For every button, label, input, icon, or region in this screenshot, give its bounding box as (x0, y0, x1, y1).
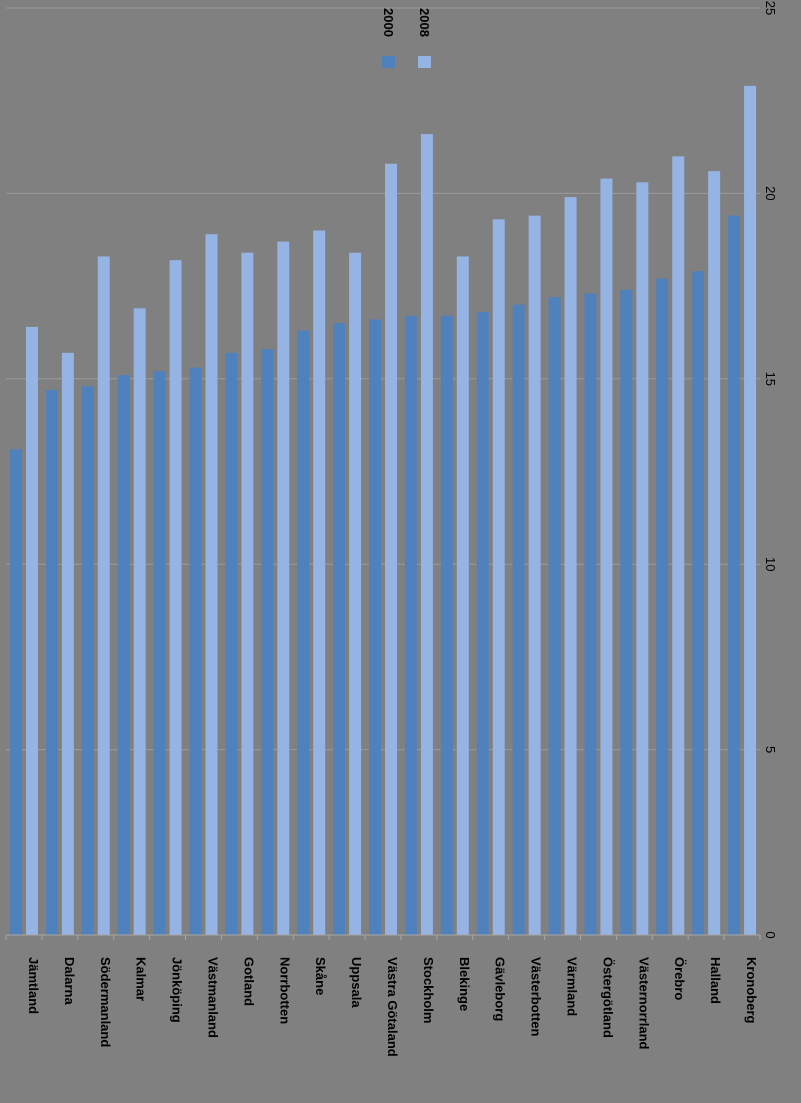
bar-2008 (313, 230, 326, 936)
category-axis (5, 934, 761, 940)
category-label: Stockholm (421, 957, 436, 1023)
bar-2000 (404, 315, 417, 935)
bar-2000 (225, 352, 238, 935)
bar-2000 (692, 271, 705, 935)
bar-2008 (456, 256, 469, 935)
bar-2000 (728, 215, 741, 935)
category-label: Västerbotten (529, 957, 544, 1037)
category-label: Västra Götaland (385, 957, 400, 1057)
legend: 2000 2008 (381, 8, 432, 68)
category-label: Örebro (672, 957, 687, 1000)
category-label: Kronoberg (744, 957, 759, 1024)
bar-2008 (708, 171, 721, 936)
category-label: Jönköping (170, 957, 185, 1023)
category-label: Dalarna (62, 957, 77, 1005)
bar-2000 (584, 293, 597, 935)
bar-2000 (9, 449, 22, 935)
category-label: Södermanland (98, 957, 113, 1047)
bar-2008 (528, 215, 541, 935)
bar-2008 (241, 252, 254, 935)
category-label: Värmland (565, 957, 580, 1016)
value-tick-labels: 0 5 10 15 20 25 (763, 1, 778, 939)
bar-2008 (25, 326, 38, 935)
value-tick-label: 0 (763, 931, 778, 938)
legend-swatch-2000 (382, 56, 395, 68)
bar-2008 (277, 241, 290, 935)
bar-2000 (117, 375, 130, 935)
category-label: Gotland (241, 957, 256, 1006)
bar-2000 (45, 389, 58, 935)
bar-2000 (620, 289, 633, 936)
legend-swatch-2008 (418, 56, 431, 68)
category-label: Västernorrland (636, 957, 651, 1050)
bar-2008 (133, 308, 146, 935)
bar-2008 (97, 256, 110, 935)
category-label: Västmanland (205, 957, 220, 1038)
category-label: Östergötland (600, 957, 615, 1038)
value-tick-label: 15 (763, 372, 778, 386)
category-labels: Jämtland Dalarna Södermanland Kalmar Jönköpi… (26, 957, 759, 1057)
bar-2008 (61, 352, 74, 935)
bar-2000 (261, 349, 274, 935)
bar-2008 (169, 260, 182, 935)
bar-2000 (476, 312, 489, 935)
category-label: Skåne (313, 957, 328, 995)
bar-2000 (656, 278, 669, 936)
bar-2000 (440, 315, 453, 935)
bar-2008 (744, 85, 757, 936)
bar-2008 (672, 156, 685, 935)
bars (9, 85, 757, 936)
category-label: Gävleborg (493, 957, 508, 1021)
legend-label-2008: 2008 (417, 8, 432, 37)
value-tick-label: 25 (763, 1, 778, 15)
value-tick-label: 5 (763, 746, 778, 753)
bar-2008 (636, 182, 649, 935)
category-label: Jämtland (26, 957, 41, 1014)
category-label: Norrbotten (277, 957, 292, 1024)
bar-2008 (492, 219, 505, 935)
category-label: Halland (708, 957, 723, 1004)
bar-2000 (512, 304, 525, 935)
bar-2000 (297, 330, 310, 935)
value-tick-label: 10 (763, 557, 778, 571)
bar-2000 (189, 367, 202, 935)
bar-2000 (153, 371, 166, 935)
bar-2008 (349, 252, 362, 935)
value-tick-label: 20 (763, 186, 778, 200)
category-label: Uppsala (349, 957, 364, 1008)
bar-2008 (385, 163, 397, 936)
category-label: Kalmar (134, 957, 149, 1001)
bar-2000 (81, 386, 94, 935)
bar-2000 (369, 319, 381, 935)
bar-2008 (205, 234, 218, 936)
bar-2000 (548, 297, 561, 935)
bar-2008 (600, 178, 613, 935)
category-label: Blekinge (457, 957, 472, 1011)
bar-2008 (564, 197, 577, 935)
bar-2000 (333, 323, 346, 935)
bar-2008 (420, 134, 433, 935)
legend-label-2000: 2000 (381, 8, 396, 37)
